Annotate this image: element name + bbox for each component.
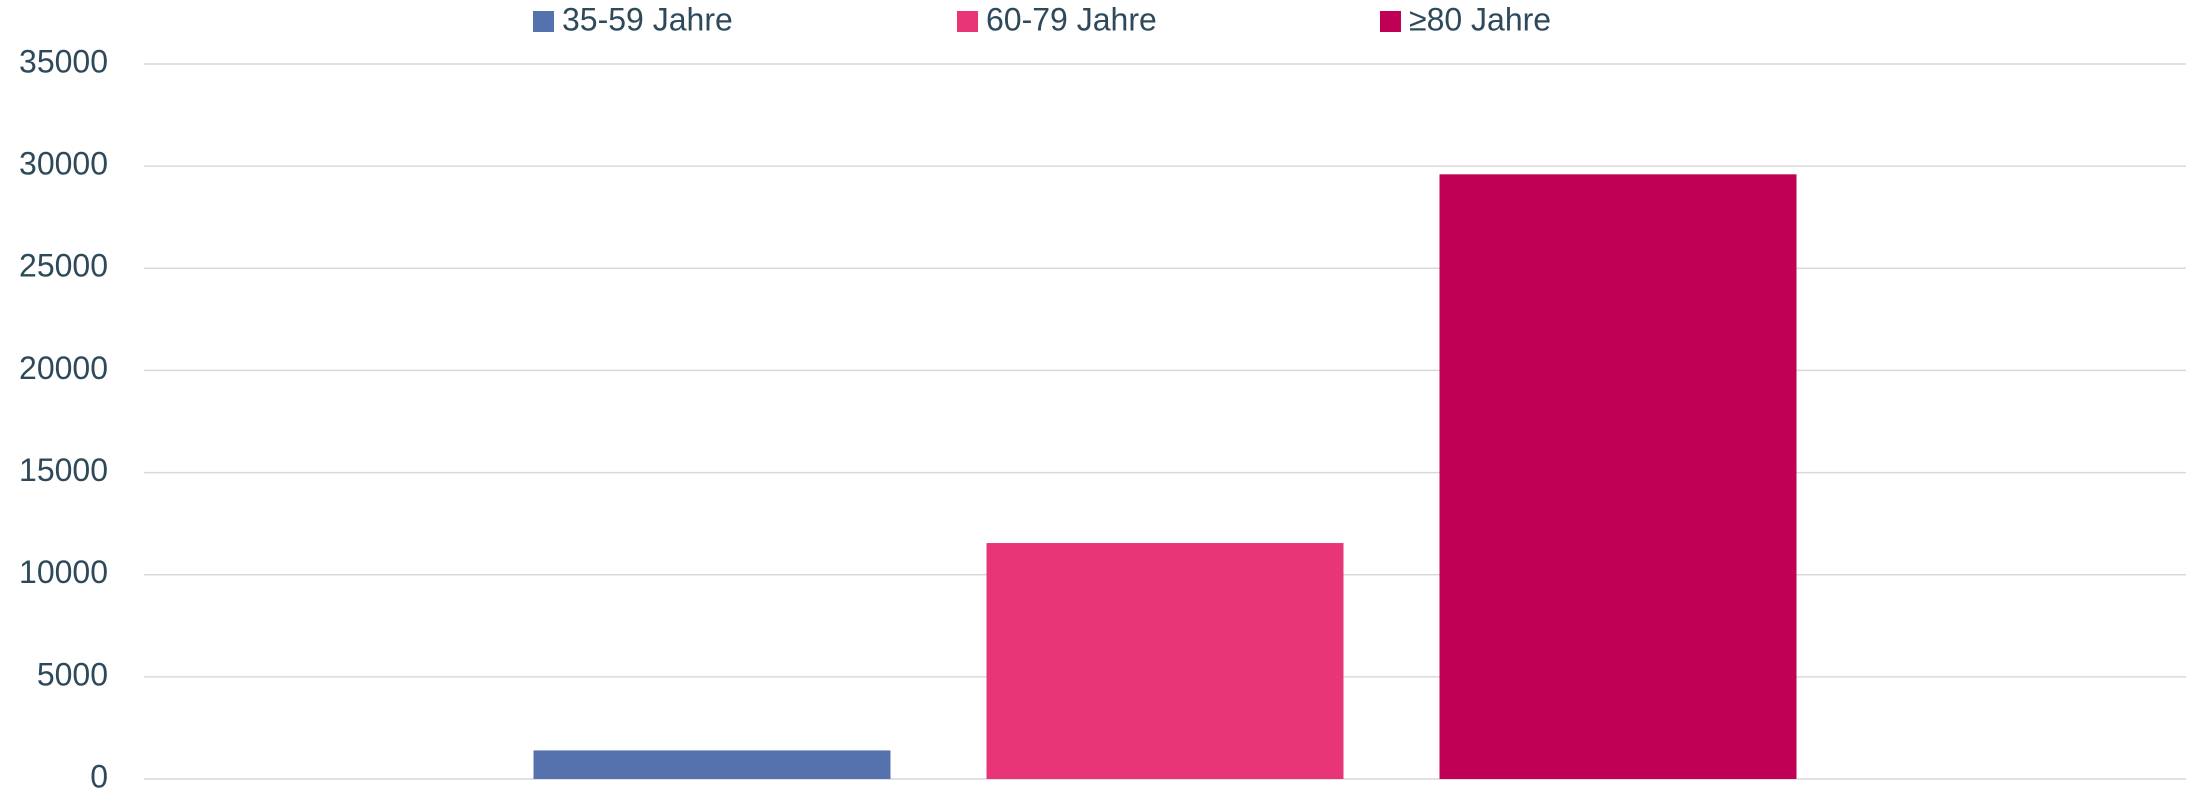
- y-tick-label: 15000: [19, 452, 108, 488]
- bar: [533, 750, 891, 779]
- y-tick-label: 30000: [19, 146, 108, 182]
- legend-label: 35-59 Jahre: [562, 1, 733, 37]
- y-tick-label: 0: [90, 758, 108, 794]
- bar: [986, 543, 1344, 779]
- legend-swatch: [957, 11, 978, 32]
- bar: [1439, 174, 1797, 780]
- y-tick-label: 25000: [19, 248, 108, 284]
- y-tick-label: 10000: [19, 554, 108, 590]
- legend-label: 60-79 Jahre: [986, 1, 1157, 37]
- legend-swatch: [533, 11, 554, 32]
- y-tick-label: 5000: [37, 656, 108, 692]
- y-tick-label: 20000: [19, 350, 108, 386]
- legend-swatch: [1380, 11, 1401, 32]
- y-tick-label: 35000: [19, 43, 108, 79]
- legend-label: ≥80 Jahre: [1409, 1, 1551, 37]
